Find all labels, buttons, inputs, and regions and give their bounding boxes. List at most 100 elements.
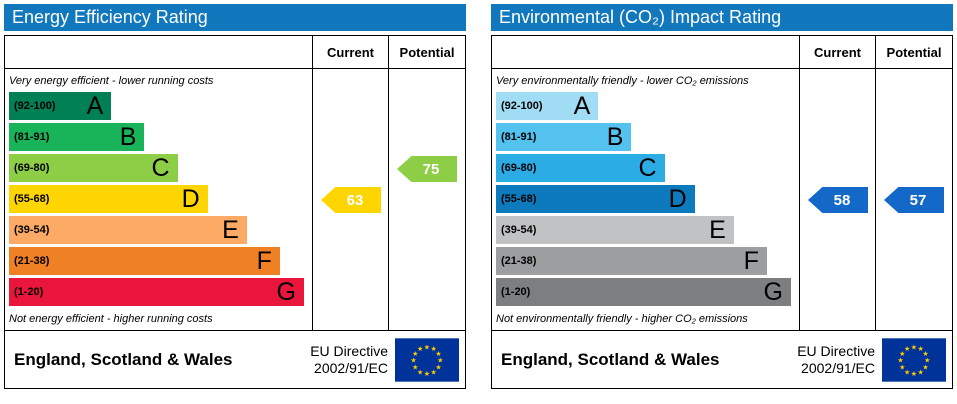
svg-text:★: ★ (437, 355, 443, 364)
eu-flag-icon: ★ ★★★★★★★★★★★ (395, 337, 459, 382)
svg-text:★: ★ (899, 348, 905, 357)
band-letter: A (573, 91, 591, 120)
band-range: (69-80) (14, 162, 50, 174)
band-range: (55-68) (501, 193, 537, 205)
energy-efficiency-title: Energy Efficiency Rating (4, 4, 466, 31)
band-bar-g: (1-20) G (9, 278, 304, 306)
band-range: (21-38) (14, 255, 50, 267)
band-bar-d: (55-68) D (9, 185, 208, 213)
band-bar-b: (81-91) B (496, 122, 632, 151)
band-range: (21-38) (501, 255, 537, 267)
band-letter: G (763, 277, 783, 306)
band-letter: B (606, 122, 624, 151)
band-range: (1-20) (14, 286, 44, 298)
svg-text:★: ★ (904, 344, 910, 353)
svg-text:★: ★ (922, 348, 928, 357)
band-bar-f: (21-38) F (496, 247, 767, 275)
svg-text:★: ★ (430, 367, 436, 376)
band-range: (55-68) (14, 193, 50, 205)
band-letter: G (276, 277, 296, 306)
region-label: England, Scotland & Wales (501, 349, 720, 369)
band-range: (92-100) (501, 100, 543, 112)
band-row: (69-80) C (496, 154, 797, 185)
eu-directive-label: EU Directive 2002/91/EC (310, 342, 388, 376)
band-bar-f: (21-38) F (9, 247, 280, 275)
svg-text:★: ★ (435, 348, 441, 357)
svg-text:★: ★ (410, 355, 416, 364)
band-range: (1-20) (501, 286, 531, 298)
band-range: (39-54) (501, 224, 537, 236)
band-row: (1-20) G (9, 278, 310, 309)
eu-flag-icon: ★ ★★★★★★★★★★★ (882, 337, 946, 382)
band-row: (39-54) E (9, 216, 310, 247)
band-range: (92-100) (14, 100, 56, 112)
band-row: (92-100) A (9, 92, 310, 123)
current-rating-arrow: 58 (808, 187, 868, 213)
svg-text:★: ★ (917, 367, 923, 376)
svg-text:★: ★ (424, 369, 430, 378)
svg-text:★: ★ (917, 344, 923, 353)
band-bar-e: (39-54) E (9, 216, 247, 244)
region-label: England, Scotland & Wales (14, 349, 233, 369)
svg-text:★: ★ (430, 344, 436, 353)
band-bar-a: (92-100) A (9, 92, 112, 120)
potential-column-header: Potential (875, 36, 952, 69)
eu-directive-label: EU Directive 2002/91/EC (797, 342, 875, 376)
band-row: (55-68) D (9, 185, 310, 216)
band-bar-g: (1-20) G (496, 278, 791, 306)
band-letter: B (119, 122, 137, 151)
band-letter: E (709, 215, 726, 244)
current-column: 63 (312, 69, 388, 330)
svg-text:★: ★ (417, 344, 423, 353)
band-row: (21-38) F (9, 247, 310, 278)
band-range: (69-80) (501, 162, 537, 174)
band-bar-a: (92-100) A (496, 91, 599, 120)
band-row: (55-68) D (496, 185, 797, 216)
current-column-header: Current (312, 36, 388, 69)
band-bar-c: (69-80) C (496, 154, 665, 182)
svg-text:★: ★ (904, 367, 910, 376)
energy-efficiency-chart: Current Potential Very energy efficient … (4, 35, 466, 389)
potential-column: 57 (875, 69, 952, 330)
svg-text:★: ★ (924, 355, 930, 364)
bottom-note: Not environmentally friendly - higher CO… (496, 313, 748, 325)
bottom-note: Not energy efficient - higher running co… (9, 313, 213, 325)
environmental-impact-chart: Current Potential Very environmentally f… (491, 35, 953, 389)
band-area: Very energy efficient - lower running co… (5, 69, 312, 330)
svg-text:★: ★ (897, 355, 903, 364)
energy-efficiency-panel: Energy Efficiency Rating Current Potenti… (4, 4, 466, 400)
band-row: (81-91) B (9, 123, 310, 154)
top-note: Very environmentally friendly - lower CO… (496, 75, 749, 87)
band-bar-c: (69-80) C (9, 154, 178, 182)
top-note: Very energy efficient - lower running co… (9, 75, 214, 87)
svg-text:★: ★ (899, 362, 905, 371)
potential-rating-arrow: 75 (397, 156, 457, 182)
band-row: (39-54) E (496, 216, 797, 247)
svg-text:★: ★ (435, 362, 441, 371)
band-range: (39-54) (14, 224, 50, 236)
current-rating-arrow: 63 (321, 187, 381, 213)
svg-text:★: ★ (424, 342, 430, 351)
band-range: (81-91) (14, 131, 50, 143)
band-letter: C (151, 153, 170, 182)
svg-text:★: ★ (911, 342, 917, 351)
band-area: Very environmentally friendly - lower CO… (492, 69, 799, 330)
chart-footer: England, Scotland & Wales EU Directive 2… (5, 330, 465, 388)
svg-text:★: ★ (922, 362, 928, 371)
band-letter: F (743, 246, 759, 275)
environmental-impact-title: Environmental (CO₂) Impact Rating (491, 4, 953, 31)
band-row: (21-38) F (496, 247, 797, 278)
svg-text:★: ★ (412, 348, 418, 357)
current-column: 58 (799, 69, 875, 330)
band-row: (69-80) C (9, 154, 310, 185)
band-row: (92-100) A (496, 92, 797, 123)
current-column-header: Current (799, 36, 875, 69)
band-header-spacer (492, 36, 799, 69)
svg-text:★: ★ (911, 369, 917, 378)
potential-rating-arrow: 57 (884, 187, 944, 213)
band-range: (81-91) (501, 131, 537, 143)
chart-footer: England, Scotland & Wales EU Directive 2… (492, 330, 952, 388)
band-row: (81-91) B (496, 123, 797, 154)
band-row: (1-20) G (496, 278, 797, 309)
band-bar-e: (39-54) E (496, 216, 734, 244)
